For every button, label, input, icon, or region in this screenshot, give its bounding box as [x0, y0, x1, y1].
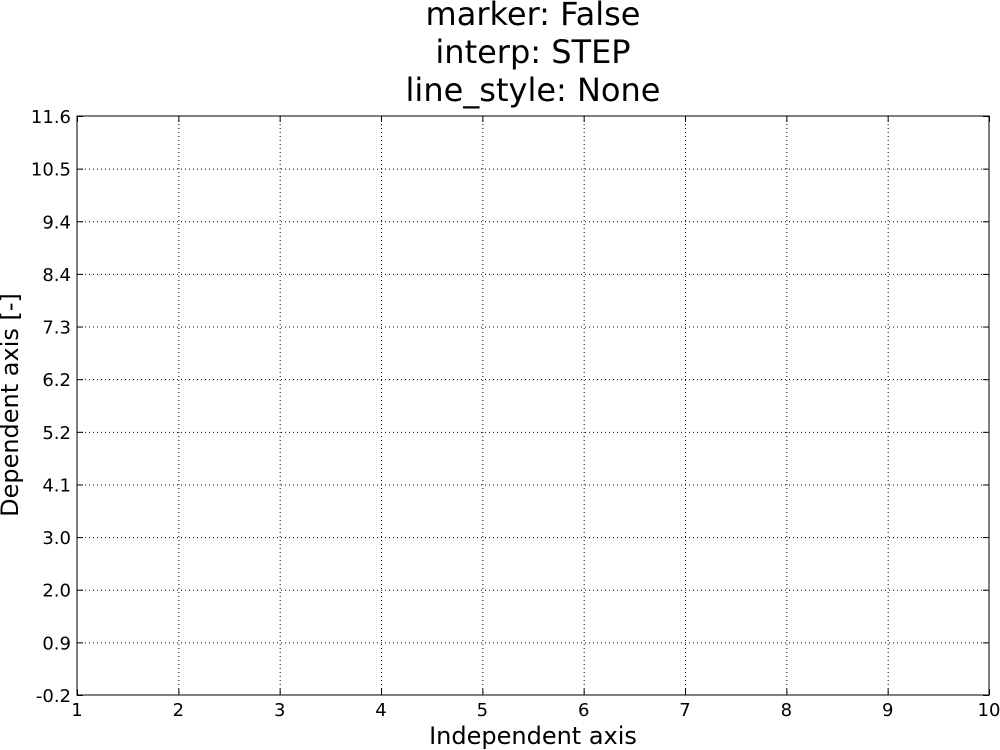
y-tick-label: 3.0 [42, 528, 71, 549]
x-tick-label: 1 [71, 700, 82, 721]
x-tick-label: 9 [882, 700, 893, 721]
chart-title-line-1: marker: False [426, 0, 641, 33]
x-tick-label: 6 [578, 700, 589, 721]
x-tick-label: 2 [173, 700, 184, 721]
y-tick-label: 11.6 [31, 107, 71, 128]
x-tick-label: 8 [781, 700, 792, 721]
y-tick-label: 0.9 [42, 633, 71, 654]
y-tick-labels: -0.2 0.9 2.0 3.0 4.1 5.2 6.2 7.3 8.4 9.4 10.5 11.6 [31, 107, 71, 707]
x-tick-labels: 1 2 3 4 5 6 7 8 9 10 [71, 700, 1000, 721]
chart-title-line-2: interp: STEP [435, 33, 630, 71]
y-tick-label: 6.2 [42, 370, 71, 391]
x-axis-label: Independent axis [429, 722, 637, 750]
y-tick-label: 8.4 [42, 265, 71, 286]
y-tick-label: 10.5 [31, 160, 71, 181]
x-tick-label: 7 [679, 700, 690, 721]
grid-lines [77, 116, 989, 695]
y-tick-label: 5.2 [42, 423, 71, 444]
x-tick-label: 4 [375, 700, 386, 721]
x-tick-label: 5 [477, 700, 488, 721]
plot-frame [76, 115, 990, 696]
y-tick-label: 7.3 [42, 318, 71, 339]
y-tick-label: 9.4 [42, 212, 71, 233]
x-tick-label: 3 [274, 700, 285, 721]
y-tick-label: -0.2 [36, 686, 71, 707]
y-tick-label: 2.0 [42, 581, 71, 602]
y-tick-label: 4.1 [42, 475, 71, 496]
plot-area [77, 116, 989, 695]
x-tick-label: 10 [978, 700, 1000, 721]
y-axis-label: Dependent axis [-] [0, 293, 24, 517]
chart-title-line-3: line_style: None [406, 71, 661, 109]
